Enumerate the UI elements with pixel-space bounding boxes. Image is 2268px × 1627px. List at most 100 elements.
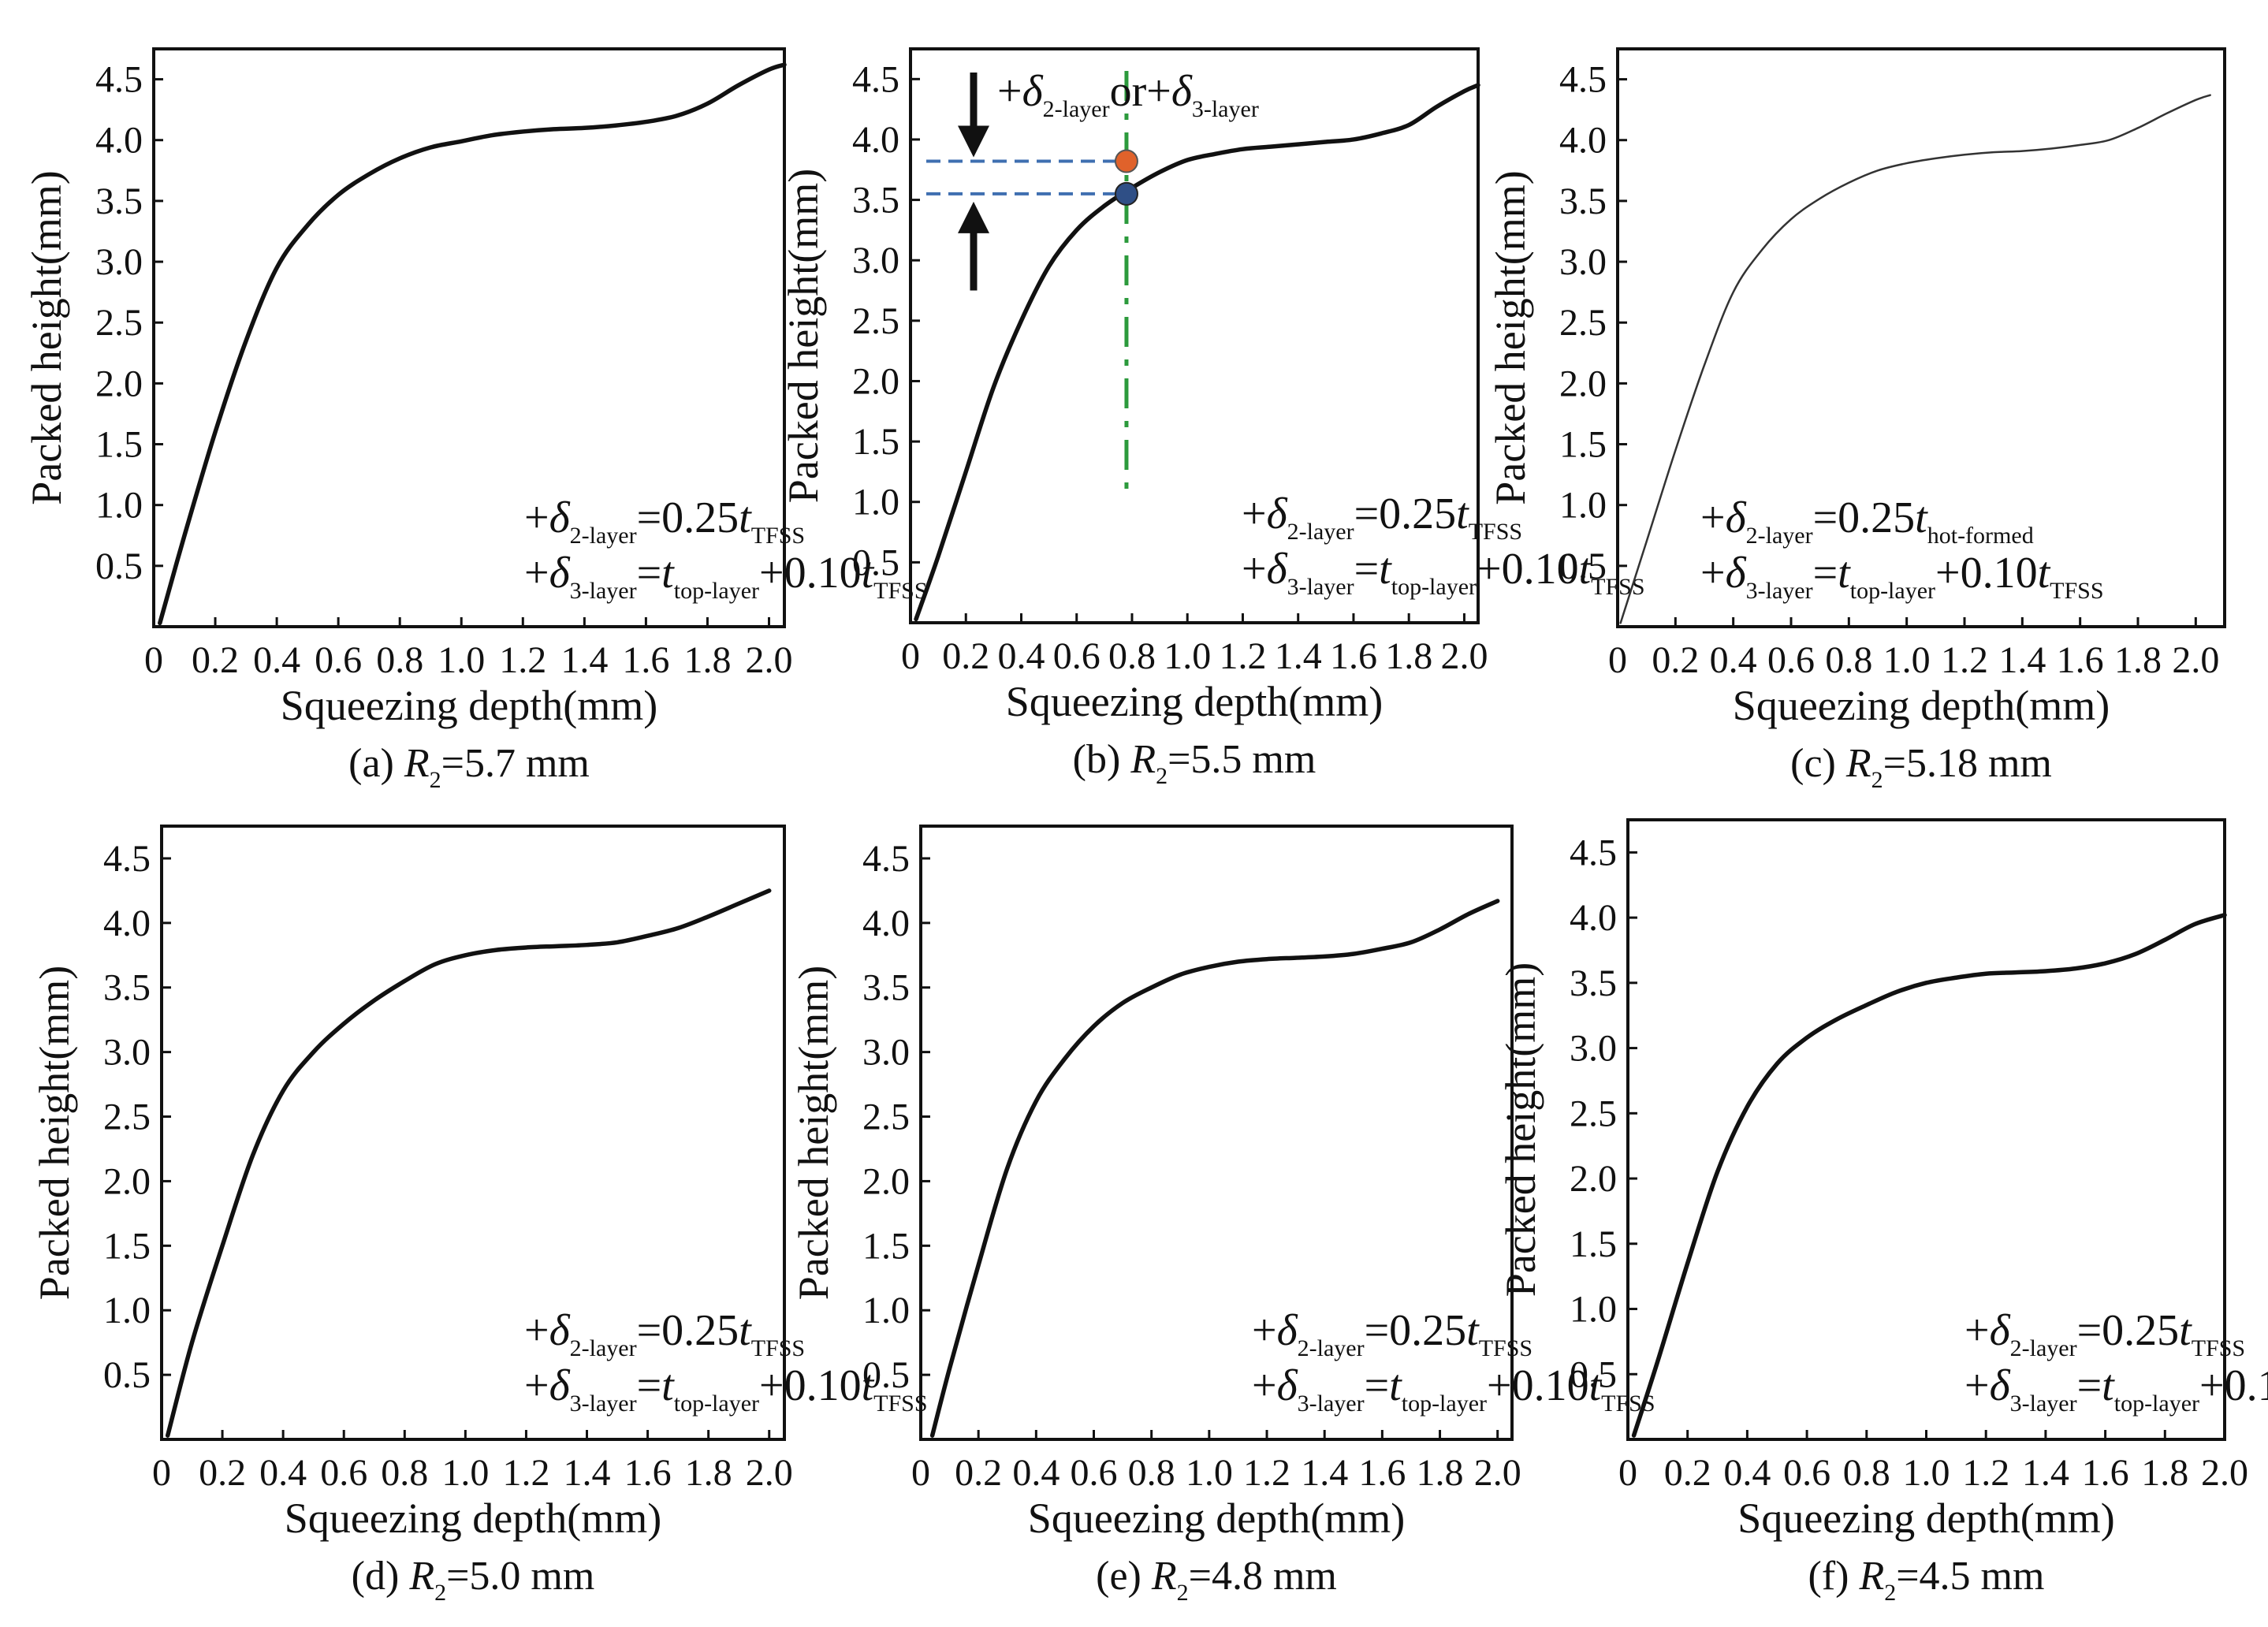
x-tick-label: 0.8 bbox=[1825, 639, 1872, 681]
y-tick-label: 3.0 bbox=[95, 241, 143, 283]
y-tick-label: 2.0 bbox=[852, 360, 899, 402]
y-tick-label: 2.5 bbox=[95, 302, 143, 344]
x-tick-label: 2.0 bbox=[1440, 635, 1488, 677]
x-tick-label: 1.2 bbox=[1219, 635, 1266, 677]
annotation-line-2: +δ3-layer=ttop-layer+0.10tTFSS bbox=[524, 549, 928, 604]
x-tick-label: 1.4 bbox=[1275, 635, 1322, 677]
x-tick-label: 0 bbox=[1608, 639, 1627, 681]
y-tick-label: 1.5 bbox=[852, 421, 899, 463]
y-tick-label: 4.0 bbox=[1570, 897, 1617, 939]
y-axis-label: Packed height(mm) bbox=[31, 966, 78, 1300]
y-tick-label: 4.0 bbox=[852, 119, 899, 161]
up-arrow-icon bbox=[958, 201, 989, 233]
x-tick-label: 0.6 bbox=[320, 1452, 367, 1494]
y-tick-label: 4.5 bbox=[1570, 832, 1617, 873]
x-tick-label: 0.2 bbox=[942, 635, 989, 677]
x-tick-label: 1.4 bbox=[2022, 1452, 2069, 1494]
y-tick-label: 1.0 bbox=[1570, 1289, 1617, 1331]
y-tick-label: 1.5 bbox=[95, 424, 143, 466]
x-tick-label: 0.6 bbox=[1767, 639, 1815, 681]
x-tick-label: 0.2 bbox=[192, 639, 239, 681]
x-tick-label: 1.6 bbox=[624, 1452, 672, 1494]
y-tick-label: 4.5 bbox=[862, 838, 910, 880]
x-tick-label: 1.2 bbox=[1941, 639, 1988, 681]
x-tick-label: 2.0 bbox=[745, 639, 792, 681]
y-tick-label: 2.0 bbox=[1570, 1158, 1617, 1200]
annotation-line-2: +δ3-layer=ttop-layer+0.10tTFSS bbox=[524, 1361, 928, 1417]
y-tick-label: 3.5 bbox=[852, 180, 899, 222]
top-annotation-label: +δ2-layeror+δ3-layer bbox=[997, 67, 1259, 122]
x-tick-label: 2.0 bbox=[2201, 1452, 2248, 1494]
y-tick-label: 4.5 bbox=[95, 59, 143, 101]
x-tick-label: 1.4 bbox=[564, 1452, 611, 1494]
x-tick-label: 0.4 bbox=[1012, 1452, 1060, 1494]
x-tick-label: 0.2 bbox=[199, 1452, 246, 1494]
panel-b: 0.5 1.0 1.5 2.0 2.5 3.0 3.5 4.0 4.5 0 0.2 0.4 0.6 0.8… bbox=[780, 47, 1645, 789]
x-tick-label: 1.8 bbox=[2114, 639, 2162, 681]
plot-frame bbox=[919, 825, 1514, 1441]
x-tick-label: 0 bbox=[144, 639, 163, 681]
x-tick-label: 2.0 bbox=[1474, 1452, 1521, 1494]
annotation-line-1: +δ2-layer=0.25tTFSS bbox=[524, 493, 805, 549]
x-tick-label: 0.4 bbox=[997, 635, 1045, 677]
y-tick-label: 3.0 bbox=[862, 1032, 910, 1074]
x-tick-label: 0.4 bbox=[1710, 639, 1757, 681]
y-axis-label: Packed height(mm) bbox=[780, 169, 827, 503]
series-line bbox=[1631, 913, 2227, 1438]
x-tick-label: 1.8 bbox=[1385, 635, 1432, 677]
y-tick-label: 1.5 bbox=[103, 1225, 151, 1267]
x-tick-label: 0 bbox=[152, 1452, 171, 1494]
y-axis-label: Packed height(mm) bbox=[790, 966, 837, 1300]
y-tick-label: 1.0 bbox=[95, 485, 143, 527]
y-tick-label: 4.5 bbox=[852, 58, 899, 100]
annotation-line-2: +δ3-layer=ttop-layer+0.10tTFSS bbox=[1700, 549, 2104, 604]
x-tick-label: 1.2 bbox=[1962, 1452, 2009, 1494]
y-tick-label: 4.5 bbox=[1559, 59, 1607, 101]
x-tick-label: 0.6 bbox=[1071, 1452, 1118, 1494]
panel-f: 0.5 1.0 1.5 2.0 2.5 3.0 3.5 4.0 4.5 0 0.2 0.4 0.6 0.8… bbox=[1497, 818, 2268, 1606]
y-tick-label: 1.0 bbox=[103, 1290, 151, 1331]
x-tick-label: 0.4 bbox=[1723, 1452, 1771, 1494]
y-tick-label: 3.0 bbox=[852, 240, 899, 281]
y-tick-label: 0.5 bbox=[95, 545, 143, 587]
x-axis-label: Squeezing depth(mm) bbox=[1028, 1495, 1405, 1542]
y-tick-label: 1.0 bbox=[852, 482, 899, 523]
y-tick-label: 3.0 bbox=[1570, 1028, 1617, 1070]
y-tick-label: 4.5 bbox=[103, 838, 151, 880]
lower-point-marker bbox=[1114, 181, 1138, 206]
x-tick-label: 0.2 bbox=[1652, 639, 1699, 681]
y-tick-label: 2.0 bbox=[95, 363, 143, 404]
x-axis-label: Squeezing depth(mm) bbox=[1733, 682, 2110, 729]
y-axis-label: Packed height(mm) bbox=[23, 170, 70, 504]
y-tick-label: 2.5 bbox=[1570, 1093, 1617, 1134]
x-tick-label: 1.2 bbox=[502, 1452, 549, 1494]
plot-frame bbox=[160, 825, 786, 1441]
y-tick-label: 3.5 bbox=[95, 181, 143, 222]
x-tick-label: 0.6 bbox=[1783, 1452, 1830, 1494]
y-tick-label: 1.5 bbox=[1559, 424, 1607, 466]
x-tick-label: 1.0 bbox=[1164, 635, 1211, 677]
series-line bbox=[165, 888, 772, 1438]
x-tick-label: 1.6 bbox=[1330, 635, 1377, 677]
plot-frame bbox=[909, 47, 1480, 624]
upper-point-marker bbox=[1114, 149, 1138, 173]
x-tick-label: 1.4 bbox=[1301, 1452, 1348, 1494]
x-tick-label: 2.0 bbox=[746, 1452, 793, 1494]
y-tick-label: 0.5 bbox=[852, 542, 899, 583]
x-tick-label: 1.6 bbox=[1358, 1452, 1406, 1494]
x-tick-label: 1.6 bbox=[2057, 639, 2104, 681]
panel-caption: (b) R2=5.5 mm bbox=[1073, 737, 1316, 789]
y-tick-label: 0.5 bbox=[1570, 1353, 1617, 1395]
y-tick-label: 2.5 bbox=[862, 1096, 910, 1138]
panel-caption: (c) R2=5.18 mm bbox=[1790, 741, 2052, 793]
x-tick-label: 1.0 bbox=[441, 1452, 489, 1494]
x-tick-label: 1.8 bbox=[685, 1452, 732, 1494]
series-line bbox=[929, 899, 1500, 1438]
x-tick-label: 0.6 bbox=[1053, 635, 1100, 677]
y-tick-label: 4.0 bbox=[1559, 120, 1607, 162]
annotation-line-1: +δ2-layer=0.25tTFSS bbox=[524, 1306, 805, 1361]
panel-c: 0.5 1.0 1.5 2.0 2.5 3.0 3.5 4.0 4.5 0 0.2 0.4 0.6 0.8… bbox=[1487, 47, 2226, 793]
panel-a: 0.5 1.0 1.5 2.0 2.5 3.0 3.5 4.0 4.5 0 0.2 0.4 0.6 0.8… bbox=[23, 47, 928, 793]
x-tick-label: 0.2 bbox=[955, 1452, 1002, 1494]
